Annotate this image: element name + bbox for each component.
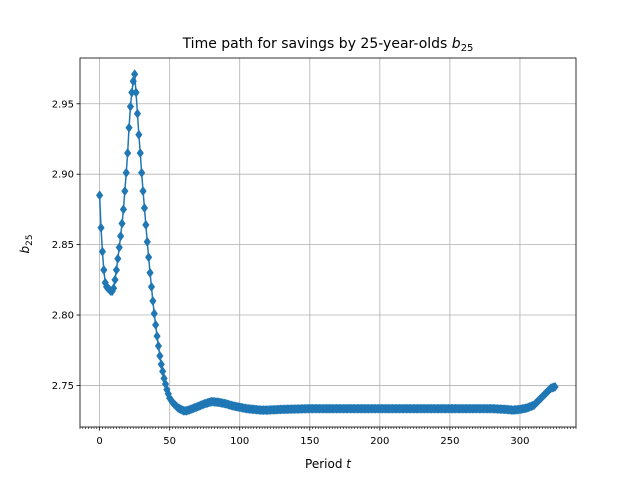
axes-frame (79, 57, 577, 428)
y-tick-label: 2.75 (52, 381, 74, 392)
data-point-marker (149, 295, 157, 306)
data-point-marker (111, 274, 119, 285)
data-point-marker (117, 231, 125, 242)
grid (80, 58, 576, 427)
data-point-marker (145, 252, 153, 263)
data-point-marker (131, 69, 139, 80)
chart-title-var: b (452, 36, 461, 52)
chart-title: Time path for savings by 25-year-olds b2… (182, 36, 474, 54)
data-point-marker (143, 236, 151, 247)
x-tick-label: 150 (300, 436, 319, 447)
data-point-marker (150, 308, 158, 319)
data-point-marker (100, 264, 108, 275)
data-point-marker (139, 186, 147, 197)
data-point-marker (97, 222, 105, 233)
x-tick-label: 300 (510, 436, 529, 447)
y-axis-label: b25 (18, 234, 35, 253)
data-point-marker (142, 219, 150, 230)
y-tick-label: 2.85 (52, 240, 74, 251)
data-point-marker (125, 122, 133, 133)
chart-title-text: Time path for savings by 25-year-olds (182, 36, 452, 52)
data-point-marker (112, 264, 121, 275)
data-point-marker (152, 319, 160, 330)
data-point-marker (110, 283, 118, 294)
data-point-marker (95, 190, 104, 201)
data-point-marker (122, 167, 130, 178)
y-axis-label-var: b (18, 246, 32, 254)
y-tick-label: 2.95 (52, 99, 74, 110)
data-point-marker (153, 331, 161, 342)
data-point-marker (138, 167, 146, 178)
x-axis-ticks: 0 50 100 150 200 250 300 (79, 427, 577, 447)
plot-area (80, 58, 576, 427)
data-point-marker (140, 202, 149, 214)
data-point-marker (115, 242, 123, 253)
x-axis-label-text: Period (305, 457, 346, 471)
data-point-marker (133, 108, 142, 119)
x-tick-label: 100 (230, 436, 249, 447)
data-point-marker (156, 350, 164, 361)
savings-series (95, 69, 559, 416)
x-axis-label: Period t (305, 457, 352, 471)
data-point-marker (119, 204, 128, 215)
chart-title-sub: 25 (461, 43, 474, 54)
data-point-marker (146, 267, 154, 278)
data-point-marker (551, 381, 559, 392)
data-point-marker (121, 186, 129, 197)
data-point-marker (154, 340, 163, 352)
x-tick-label: 0 (96, 436, 102, 447)
data-point-marker (118, 218, 126, 229)
x-tick-label: 50 (163, 436, 176, 447)
data-point-marker (114, 253, 122, 264)
y-axis-label-sub: 25 (25, 234, 35, 245)
y-tick-label: 2.80 (52, 311, 74, 322)
data-point-marker (129, 76, 137, 87)
y-axis-ticks: 2.75 2.80 2.85 2.90 2.95 (52, 99, 80, 392)
data-point-marker (126, 101, 135, 112)
x-tick-label: 200 (370, 436, 389, 447)
x-axis-label-var: t (346, 457, 352, 471)
data-point-marker (124, 148, 132, 159)
data-point-marker (147, 281, 156, 292)
data-point-marker (132, 87, 140, 98)
data-point-marker (98, 246, 107, 257)
y-tick-label: 2.90 (52, 170, 74, 181)
x-tick-label: 250 (440, 436, 459, 447)
data-point-marker (136, 148, 144, 159)
data-point-marker (135, 129, 143, 140)
